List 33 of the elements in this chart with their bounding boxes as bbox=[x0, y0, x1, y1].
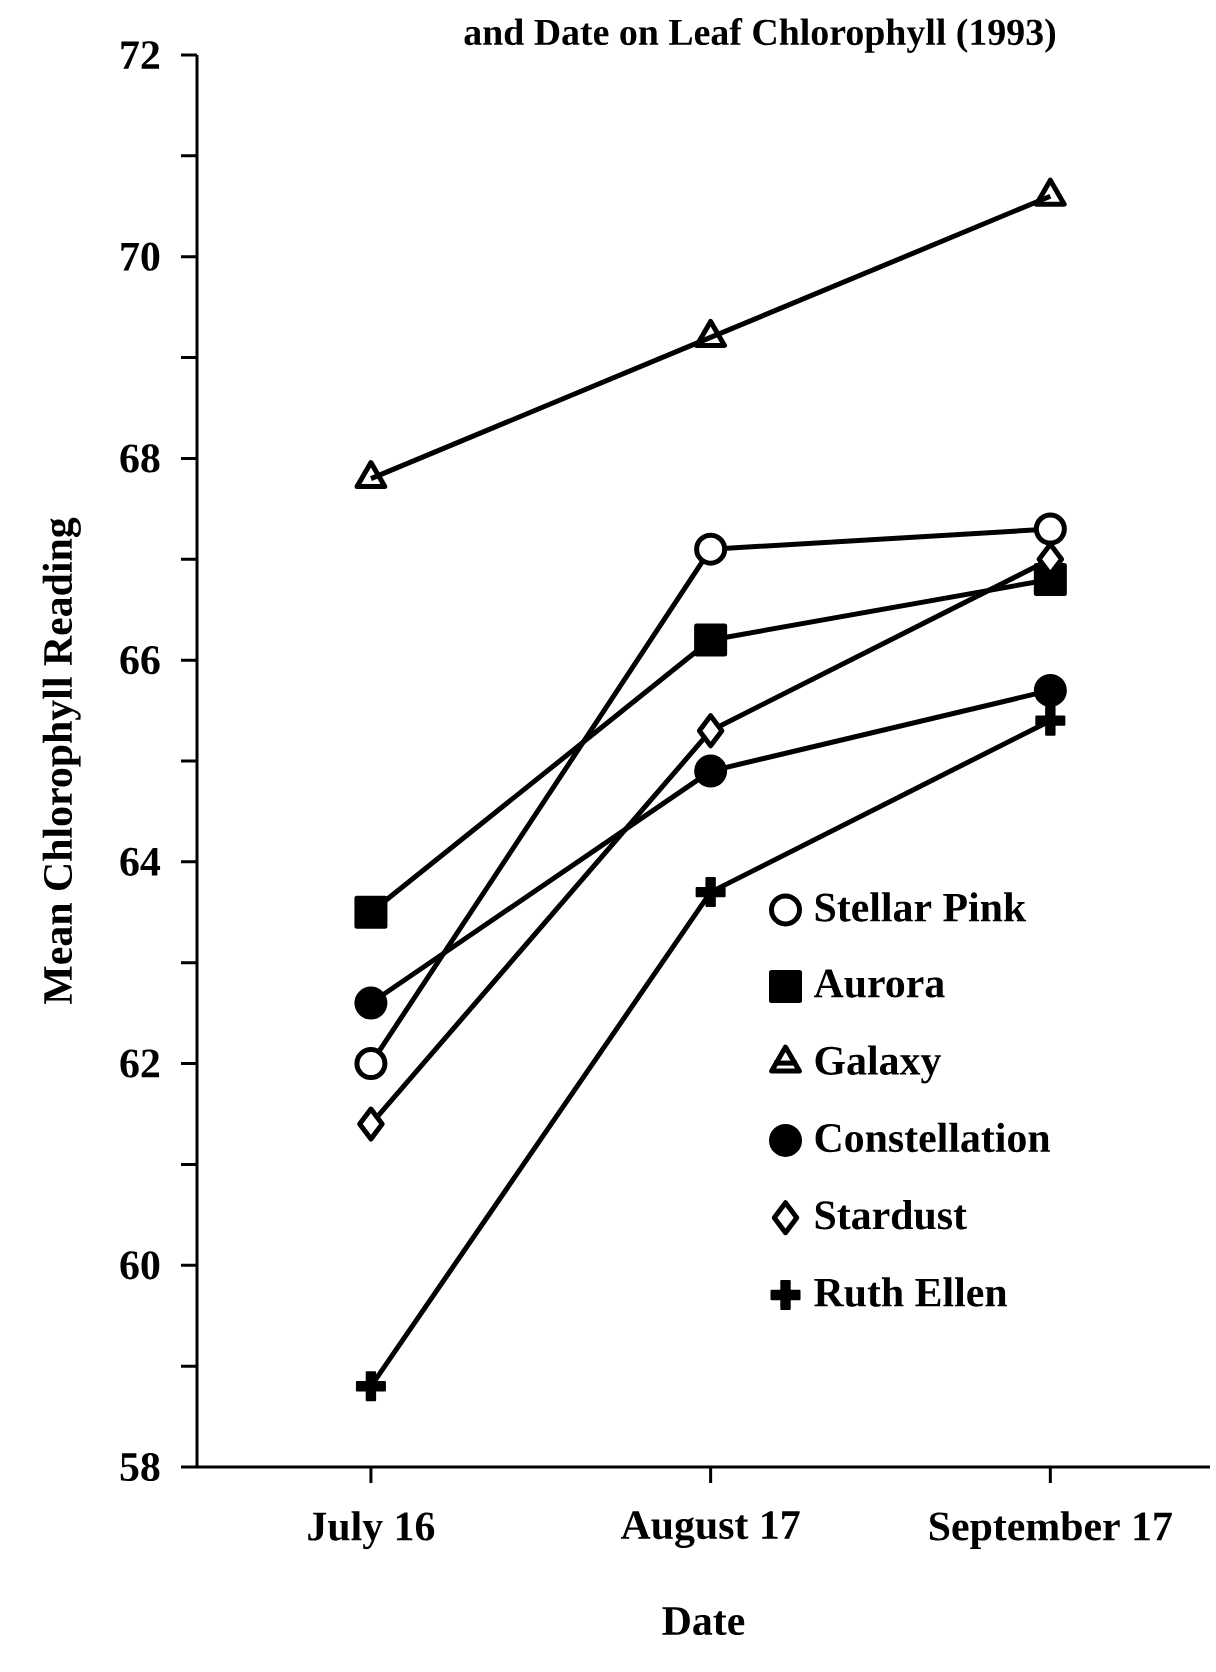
y-tick-label: 66 bbox=[120, 646, 160, 675]
point bbox=[354, 1047, 388, 1081]
y-tick-label: 72 bbox=[121, 41, 160, 69]
legend-label: Stellar Pink bbox=[815, 892, 1027, 922]
x-tick-label: August 17 bbox=[620, 1511, 800, 1549]
point bbox=[1033, 512, 1067, 546]
point bbox=[1035, 705, 1066, 736]
y-tick-label: 60 bbox=[120, 1251, 160, 1280]
point bbox=[357, 1106, 385, 1142]
legend-label: Ruth Ellen bbox=[814, 1277, 1007, 1307]
y-tick-label: 68 bbox=[120, 444, 160, 473]
x-tick-label: July 16 bbox=[308, 1511, 435, 1550]
y-tick-label: 64 bbox=[120, 847, 161, 876]
point bbox=[694, 623, 728, 657]
chart-title: and Date on Leaf Chlorophyll (1993) bbox=[464, 18, 1056, 53]
point bbox=[695, 877, 726, 908]
y-tick-label: 70 bbox=[121, 242, 160, 271]
point bbox=[354, 895, 388, 929]
y-tick-label: 58 bbox=[120, 1452, 160, 1482]
x-tick-label: September 17 bbox=[929, 1511, 1172, 1550]
point bbox=[1033, 673, 1067, 707]
legend-label: Constellation bbox=[815, 1122, 1051, 1153]
point bbox=[694, 754, 728, 788]
point bbox=[354, 986, 388, 1020]
legend-label: Galaxy bbox=[815, 1045, 941, 1084]
legend-label: Stardust bbox=[815, 1200, 967, 1230]
x-axis-title: Date bbox=[662, 1607, 745, 1636]
point bbox=[696, 713, 725, 749]
legend-label: Aurora bbox=[813, 969, 945, 998]
point bbox=[355, 1371, 386, 1402]
y-tick-label: 62 bbox=[120, 1049, 160, 1078]
y-axis-title: Mean Chlorophyll Reading bbox=[42, 517, 81, 1005]
point bbox=[694, 532, 728, 566]
